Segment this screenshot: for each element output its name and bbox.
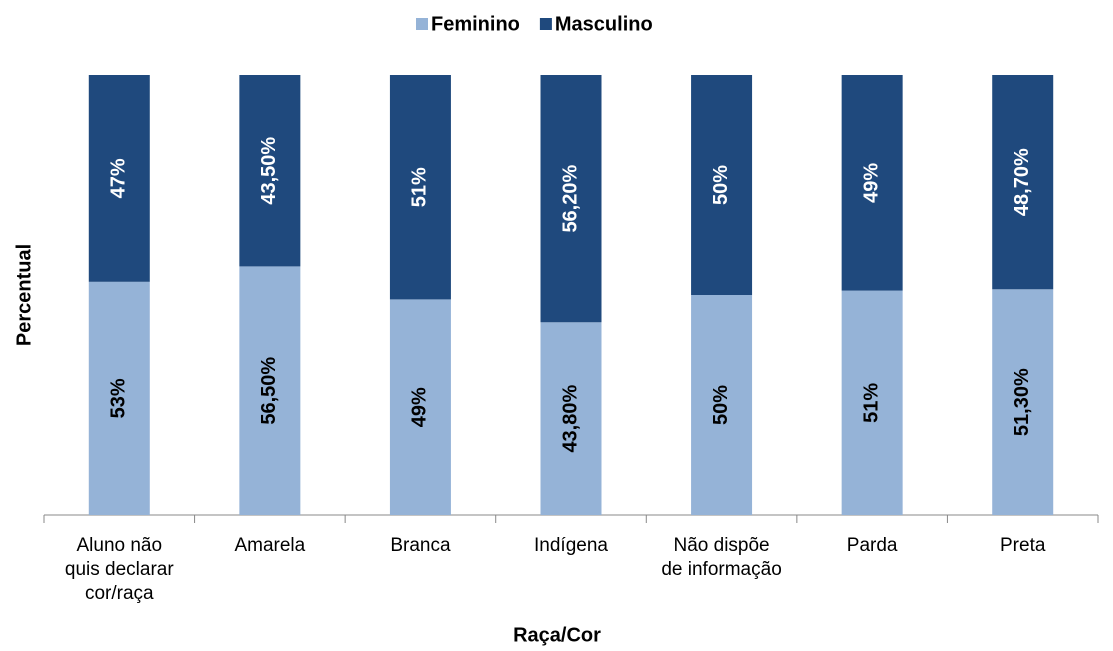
value-label: 50% <box>710 165 732 205</box>
bar-segment <box>540 322 602 515</box>
x-tick-label: cor/raça <box>85 583 154 604</box>
bar-segment <box>389 75 451 300</box>
bar-segment <box>841 290 903 515</box>
bar-segment <box>691 295 753 515</box>
value-label: 56,20% <box>559 165 581 233</box>
bar-segment <box>88 75 150 282</box>
value-label: 49% <box>409 387 431 427</box>
x-tick-label: Não dispõe <box>674 535 770 556</box>
bar-segment <box>239 266 301 515</box>
legend-label: Feminino <box>431 13 520 35</box>
bar-segment <box>691 75 753 295</box>
bar-segment <box>540 75 602 323</box>
x-tick-label: Branca <box>390 535 451 556</box>
bar-segment <box>992 75 1054 290</box>
x-tick-label: Preta <box>1000 535 1046 556</box>
value-label: 48,70% <box>1011 148 1033 216</box>
legend-label: Masculino <box>555 13 653 35</box>
x-tick-label: quis declarar <box>65 559 174 580</box>
x-axis-title: Raça/Cor <box>513 624 601 646</box>
value-label: 43,50% <box>258 137 280 205</box>
x-tick-label: Parda <box>847 535 898 556</box>
value-label: 50% <box>710 385 732 425</box>
value-label: 47% <box>108 158 130 198</box>
value-label: 43,80% <box>559 385 581 453</box>
x-tick-label: Amarela <box>234 535 305 556</box>
bar-segment <box>239 75 301 267</box>
legend-swatch <box>416 18 428 30</box>
value-label: 56,50% <box>258 357 280 425</box>
value-label: 51% <box>409 167 431 207</box>
bar-segment <box>841 75 903 291</box>
y-axis-title: Percentual <box>13 244 35 346</box>
x-tick-label: de informação <box>661 559 781 580</box>
bar-segment <box>88 281 150 515</box>
value-label: 53% <box>108 378 130 418</box>
x-tick-label: Aluno não <box>76 535 162 556</box>
bar-segment <box>389 299 451 515</box>
value-label: 51,30% <box>1011 368 1033 436</box>
bar-segment <box>992 289 1054 515</box>
x-tick-label: Indígena <box>534 535 608 556</box>
legend-swatch <box>539 18 552 30</box>
value-label: 51% <box>860 383 882 423</box>
value-label: 49% <box>860 163 882 203</box>
